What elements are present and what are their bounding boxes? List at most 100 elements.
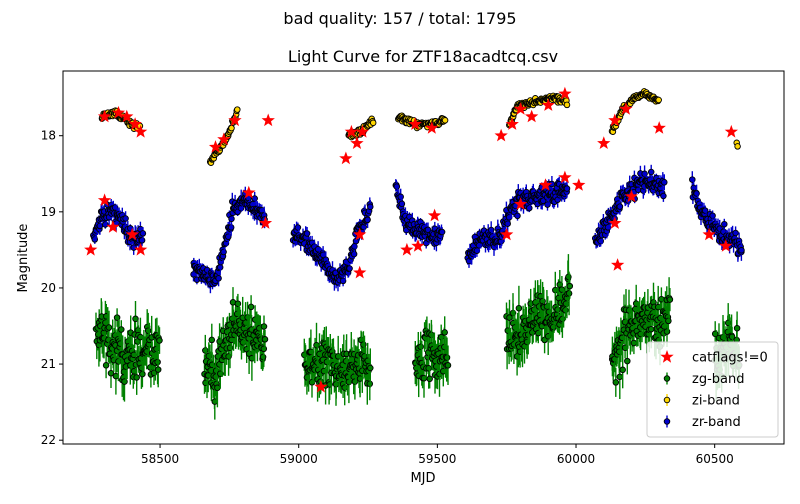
zg-data-point (102, 362, 110, 369)
zg-data-point (612, 379, 620, 386)
plot-frame (62, 70, 785, 445)
zg-data-point (425, 365, 432, 372)
catflags-star-point (134, 124, 148, 138)
legend-catflags-star-icon (660, 350, 674, 363)
catflags-star-point (261, 113, 275, 127)
zg-data-point (154, 366, 162, 373)
zr-data-point (364, 216, 371, 224)
zr-data-point (346, 265, 353, 272)
zg-data-point (665, 317, 672, 325)
zr-data-point (398, 200, 406, 208)
zr-data-point (616, 203, 624, 210)
y-tick-label: 20 (41, 281, 56, 295)
x-tick-label: 60500 (696, 452, 734, 466)
zr-data-point (139, 230, 147, 237)
zg-data-point (554, 306, 561, 313)
catflags-star-point (355, 124, 370, 138)
zr-data-point (352, 237, 360, 245)
catflags-star-point (228, 113, 242, 127)
zr-data-point (122, 215, 129, 222)
catflags-star-point (500, 227, 514, 241)
legend-label-zr: zr-band (692, 415, 741, 430)
catflags-star-point (611, 258, 625, 271)
catflags-star-point (411, 239, 425, 252)
catflags-star-point (619, 102, 633, 115)
zr-data-point (96, 222, 104, 230)
catflags-star-point (128, 117, 142, 130)
zr-data-point (693, 190, 700, 197)
zr-data-point (350, 250, 358, 258)
x-tick-label: 59000 (280, 452, 318, 466)
zr-data-point (225, 233, 232, 240)
zr-data-point (438, 228, 446, 236)
zg-data-point (118, 326, 125, 333)
zi-data-point (369, 119, 377, 127)
series-zr-band (90, 164, 745, 294)
zg-data-point (208, 336, 216, 344)
zr-data-point (660, 192, 667, 200)
zg-data-point (313, 341, 320, 349)
zg-data-point (733, 324, 741, 332)
catflags-star-point (558, 170, 572, 184)
catflags-star-point (134, 242, 148, 256)
catflags-series (84, 86, 738, 393)
zg-data-point (115, 358, 122, 365)
zi-data-point (655, 96, 662, 104)
catflags-star-point (505, 117, 519, 130)
legend-zi-marker-icon (663, 396, 671, 404)
zr-data-point (228, 215, 235, 223)
zi-data-point (234, 106, 241, 113)
zr-data-point (647, 168, 655, 176)
catflags-star-point (513, 197, 528, 210)
catflags-star-point (208, 140, 223, 153)
catflags-star-point (494, 128, 508, 142)
zg-data-point (214, 384, 221, 392)
catflags-star-point (608, 216, 622, 229)
zr-data-point (563, 185, 571, 192)
zg-data-point (260, 345, 268, 353)
catflags-star-point (624, 189, 639, 203)
zg-data-point (202, 347, 209, 354)
catflags-star-point (217, 132, 231, 146)
zg-data-point (443, 354, 451, 361)
zg-data-point (616, 373, 624, 381)
legend-label-zg: zg-band (692, 372, 744, 387)
y-tick-label: 22 (41, 433, 56, 447)
catflags-star-point (344, 124, 359, 138)
y-tick-label: 18 (41, 129, 56, 143)
catflags-star-point (84, 242, 98, 256)
catflags-star-point (425, 121, 439, 134)
zg-data-point (566, 282, 574, 290)
y-tick-label: 19 (41, 205, 56, 219)
zg-data-point (619, 366, 626, 374)
zi-data-point (228, 124, 235, 132)
catflags-star-point (702, 227, 716, 241)
catflags-star-point (719, 239, 733, 252)
legend-box (646, 341, 779, 438)
zg-data-point (234, 300, 242, 307)
y-axis-label: Magnitude (16, 224, 31, 293)
zr-data-point (303, 230, 311, 237)
zg-data-point (105, 324, 113, 331)
suptitle: bad quality: 157 / total: 1795 (283, 9, 516, 28)
catflags-star-point (314, 379, 328, 393)
zg-data-point (367, 364, 374, 372)
catflags-star-point (525, 109, 539, 123)
legend-label-catflags: catflags!=0 (692, 351, 768, 366)
zr-data-point (130, 244, 137, 251)
catflags-star-point (353, 227, 367, 241)
zg-data-point (441, 329, 448, 336)
catflags-star-point (242, 185, 256, 199)
zg-data-point (132, 315, 139, 323)
zr-data-point (732, 229, 739, 237)
catflags-star-point (400, 242, 414, 256)
catflags-star-point (350, 136, 364, 149)
x-tick-label: 59500 (418, 452, 456, 466)
x-axis-label: MJD (410, 471, 435, 486)
zr-data-point (738, 247, 745, 254)
legend-zr-marker-icon (663, 418, 671, 425)
catflags-star-point (427, 208, 442, 222)
zg-data-point (133, 374, 140, 381)
catflags-star-point (558, 86, 572, 100)
